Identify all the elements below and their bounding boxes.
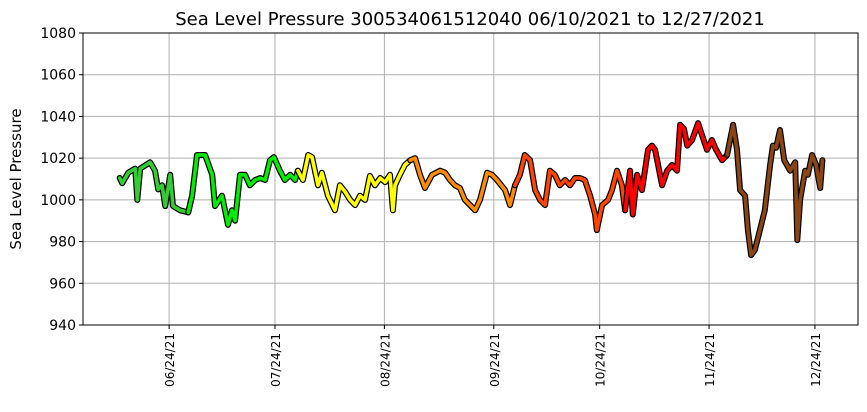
y-tick-label: 1000 (40, 193, 76, 209)
plot-frame (82, 32, 859, 326)
x-tick-label: 09/24/21 (488, 333, 502, 387)
x-tick-label: 06/24/21 (163, 333, 177, 387)
series-segment-august (294, 152, 414, 214)
segment-line (623, 121, 729, 217)
series-segment-june (116, 159, 196, 216)
x-tick-label: 11/24/21 (703, 333, 717, 387)
series-segment-september (407, 155, 518, 214)
x-tick-label: 07/24/21 (269, 333, 283, 387)
x-tick-label: 08/24/21 (378, 333, 392, 387)
y-tick-label: 1060 (40, 68, 76, 84)
series-segment-november (622, 120, 731, 218)
y-axis-label: Sea Level Pressure (7, 108, 25, 249)
segment-line (513, 153, 627, 232)
grid (83, 32, 858, 326)
segment-line (186, 153, 300, 227)
x-tick-label: 12/24/21 (809, 333, 823, 387)
y-tick-label: 980 (49, 235, 76, 251)
y-ticks: 940 960 980 1000 1020 1040 1060 1080 (40, 26, 83, 334)
segment-line (117, 160, 194, 215)
series-segment-july (185, 152, 301, 228)
segment-line (296, 153, 412, 213)
series-segment-october (512, 152, 629, 234)
x-tick-label: 10/24/21 (594, 333, 608, 387)
y-tick-label: 1020 (40, 151, 76, 167)
segment-line (725, 123, 825, 257)
segment-outline (185, 152, 301, 228)
y-tick-label: 1040 (40, 109, 76, 125)
segment-line (408, 156, 517, 213)
y-tick-label: 940 (49, 318, 76, 334)
x-ticks: 06/24/21 07/24/21 08/24/21 09/24/21 10/24/21… (163, 325, 823, 387)
chart-title: Sea Level Pressure 300534061512040 06/10… (175, 9, 765, 30)
series (116, 120, 826, 259)
y-tick-label: 1080 (40, 26, 76, 42)
y-tick-label: 960 (49, 276, 76, 292)
series-segment-december (724, 121, 826, 259)
